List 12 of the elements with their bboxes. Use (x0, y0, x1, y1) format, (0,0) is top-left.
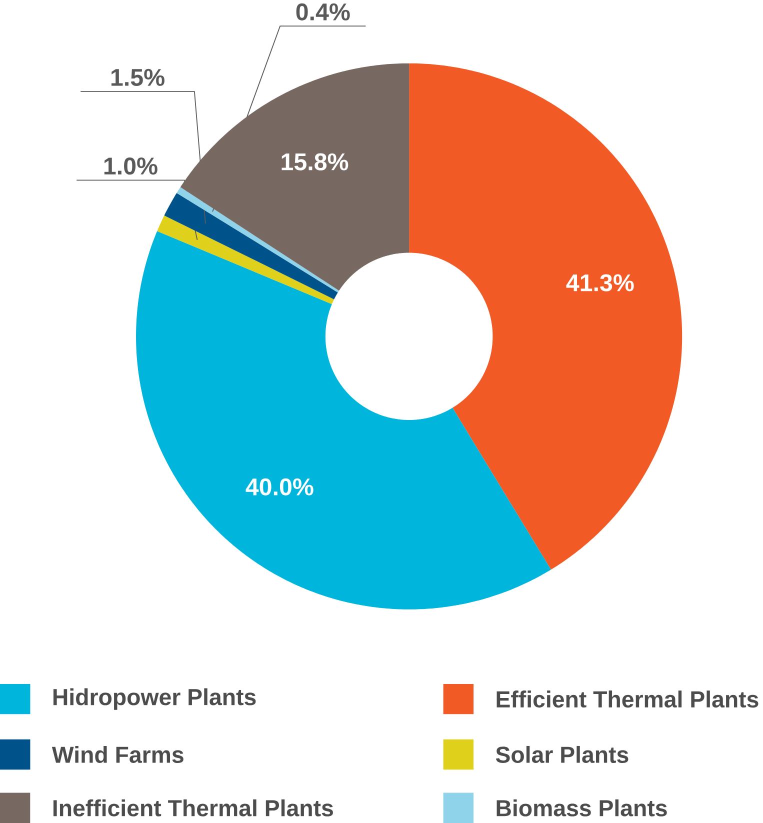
data-label: 41.3% (566, 274, 634, 292)
legend-label: Hidropower Plants (54, 688, 256, 710)
data-label: 1.0% (104, 158, 158, 175)
legend-label: Wind Farms (52, 746, 184, 763)
legend-label: Inefficient Thermal Plants (54, 799, 334, 816)
data-label: 15.8% (282, 153, 348, 170)
data-label: 0.4% (296, 3, 350, 20)
legend-label: Biomass Plants (497, 799, 668, 816)
legend-label: Solar Plants (496, 746, 628, 763)
legend-label: Efficient Thermal Plants (497, 690, 758, 708)
data-label: 1.5% (112, 68, 165, 86)
data-label: 40.0% (246, 478, 314, 496)
